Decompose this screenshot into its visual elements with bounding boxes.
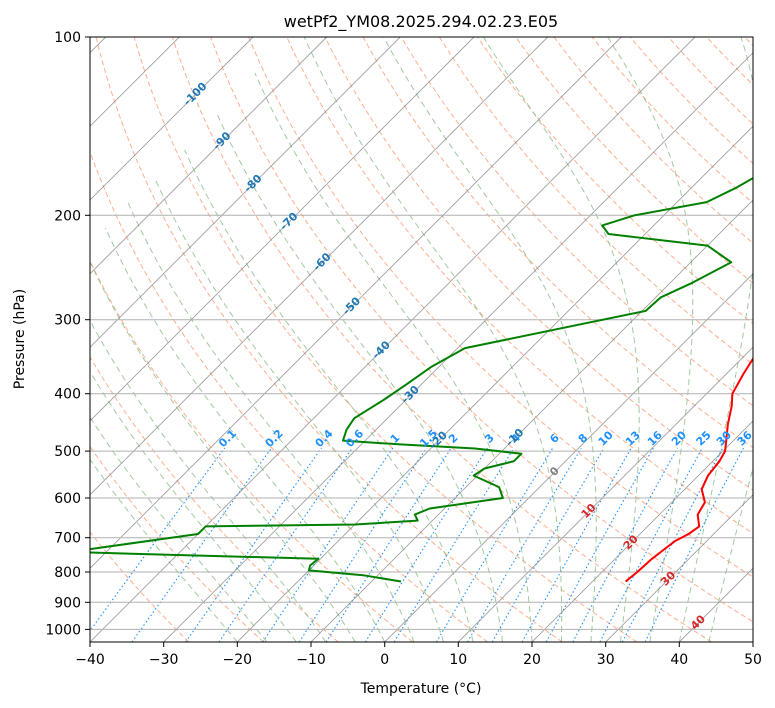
dry-adiabat [133, 37, 638, 642]
dry-adiabat [248, 37, 753, 578]
mixing-ratio-line [185, 447, 322, 642]
skewed-isotherm [457, 346, 753, 642]
y-tick-label: 700 [54, 531, 81, 547]
skewed-isotherm [531, 420, 753, 642]
moist-adiabat [383, 37, 597, 642]
mixing-ratio-line [467, 447, 582, 642]
x-tick-label: 40 [670, 652, 688, 668]
y-tick-label: 600 [54, 491, 81, 507]
y-tick-label: 1000 [45, 622, 81, 638]
mixing-ratio-line [545, 447, 654, 642]
mixing-ratio-line [621, 447, 724, 642]
y-tick-label: 300 [54, 313, 81, 329]
moist-adiabat [216, 113, 503, 642]
skewed-isotherm [384, 273, 753, 642]
x-tick-label: 20 [523, 652, 541, 668]
x-axis-label: Temperature (°C) [360, 681, 482, 697]
skewed-isotherm [236, 125, 753, 642]
skewed-isotherm [310, 199, 753, 642]
y-axis: 100 200 300 400 500 600 700 800 900 1000 [45, 30, 90, 638]
moist-adiabat [90, 370, 297, 642]
mixing-ratio-line [364, 447, 488, 642]
plot-frame [89, 36, 754, 643]
moist-adiabat [303, 37, 563, 642]
x-tick-label: 0 [380, 652, 389, 668]
dry-adiabat [95, 37, 563, 642]
dewpoint-line [90, 176, 753, 583]
dry-adiabat [90, 356, 339, 642]
dry-adiabat [90, 531, 190, 642]
y-axis-label: Pressure (hPa) [12, 289, 28, 389]
mixing-ratio-line [298, 447, 427, 642]
plot-area [90, 37, 753, 642]
y-tick-label: 900 [54, 595, 81, 611]
skewed-isotherm [90, 37, 401, 348]
moist-adiabat [90, 458, 238, 642]
moist-adiabat [607, 37, 694, 642]
moist-adiabat [127, 201, 415, 642]
mixing-ratio-line [262, 447, 394, 642]
moist-adiabat [90, 260, 356, 642]
skewed-isotherm [90, 37, 328, 275]
skewed-isotherm [163, 52, 753, 642]
dry-adiabat [90, 445, 264, 642]
skewed-isotherm [90, 37, 475, 422]
moist-adiabat [708, 466, 753, 642]
moist-adiabat [482, 37, 640, 642]
moist-adiabat [90, 416, 268, 642]
dry-adiabat [438, 37, 753, 366]
dry-adiabat [90, 150, 488, 642]
mixing-ratio-line [325, 447, 452, 642]
x-tick-label: 50 [744, 652, 762, 668]
mixing-ratio-line [644, 447, 744, 642]
moist-adiabat [678, 37, 753, 642]
profile-lines [90, 176, 753, 583]
moist-adiabat [104, 227, 386, 642]
mixing-ratio-line [435, 447, 554, 642]
x-axis: −40 −30 −20 −10 0 10 20 30 40 50 [75, 642, 762, 668]
y-tick-label: 400 [54, 387, 81, 403]
mixing-ratio-line [218, 447, 353, 642]
mixing-ratio-line [393, 447, 515, 642]
mixing-ratio-line [131, 447, 272, 642]
x-tick-label: 10 [449, 652, 467, 668]
pressure-gridlines [90, 37, 753, 630]
skewed-isotherm [90, 37, 622, 569]
background-lines [90, 37, 753, 642]
mixing-ratio-line [521, 447, 632, 642]
y-tick-label: 500 [54, 444, 81, 460]
dry-adiabat [515, 37, 753, 284]
skewed-isotherm [90, 37, 254, 201]
dry-adiabat [324, 37, 753, 491]
dry-adiabat [210, 37, 753, 623]
y-tick-label: 800 [54, 565, 81, 581]
x-tick-label: −10 [296, 652, 326, 668]
chart-title: wetPf2_YM08.2025.294.02.23.E05 [284, 12, 558, 32]
x-tick-label: −30 [149, 652, 179, 668]
skewed-isotherm [605, 494, 753, 642]
x-tick-label: −40 [75, 652, 105, 668]
y-tick-label: 200 [54, 208, 81, 224]
y-tick-label: 100 [54, 30, 81, 46]
dry-adiabat [400, 37, 753, 407]
skewed-isotherm [90, 37, 696, 642]
x-tick-label: 30 [597, 652, 615, 668]
x-tick-label: −20 [223, 652, 253, 668]
skewed-isotherm [90, 37, 549, 496]
moist-adiabat [254, 72, 533, 642]
temperature-line [624, 356, 753, 583]
moist-adiabat [90, 319, 327, 642]
skewed-isotherm [752, 641, 753, 642]
